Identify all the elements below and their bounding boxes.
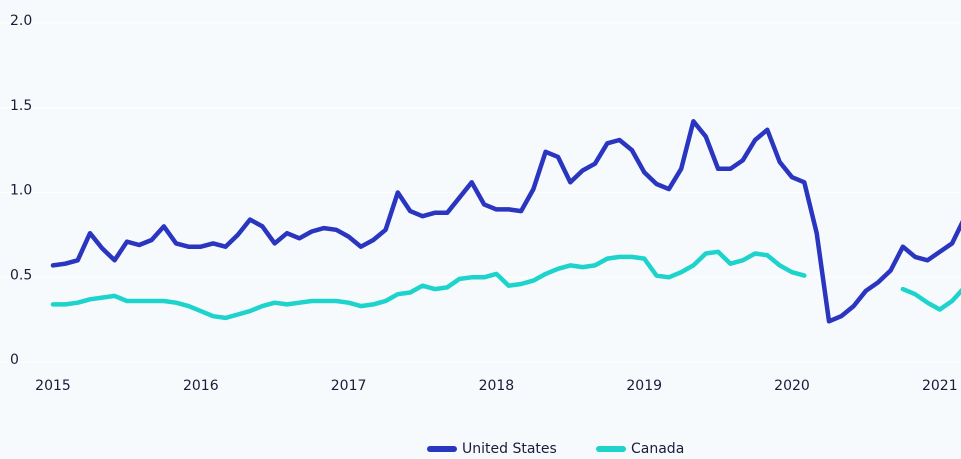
x-tick-label: 2021 [922, 378, 958, 394]
x-tick-label: 2016 [183, 378, 219, 394]
x-tick-label: 2015 [35, 378, 71, 394]
x-tick-label: 2017 [331, 378, 367, 394]
y-tick-label: 1.5 [10, 98, 32, 114]
legend-label: Canada [631, 441, 684, 457]
x-tick-label: 2019 [626, 378, 662, 394]
y-tick-label: 0 [10, 352, 19, 368]
plot-area [50, 119, 961, 324]
y-tick-label: 2.0 [10, 13, 32, 29]
series-line [50, 249, 961, 321]
y-tick-label: 0.5 [10, 267, 32, 283]
x-tick-label: 2018 [479, 378, 515, 394]
legend-label: United States [462, 441, 557, 457]
series-line [50, 119, 961, 324]
x-tick-label: 2020 [774, 378, 810, 394]
y-tick-label: 1.0 [10, 183, 32, 199]
